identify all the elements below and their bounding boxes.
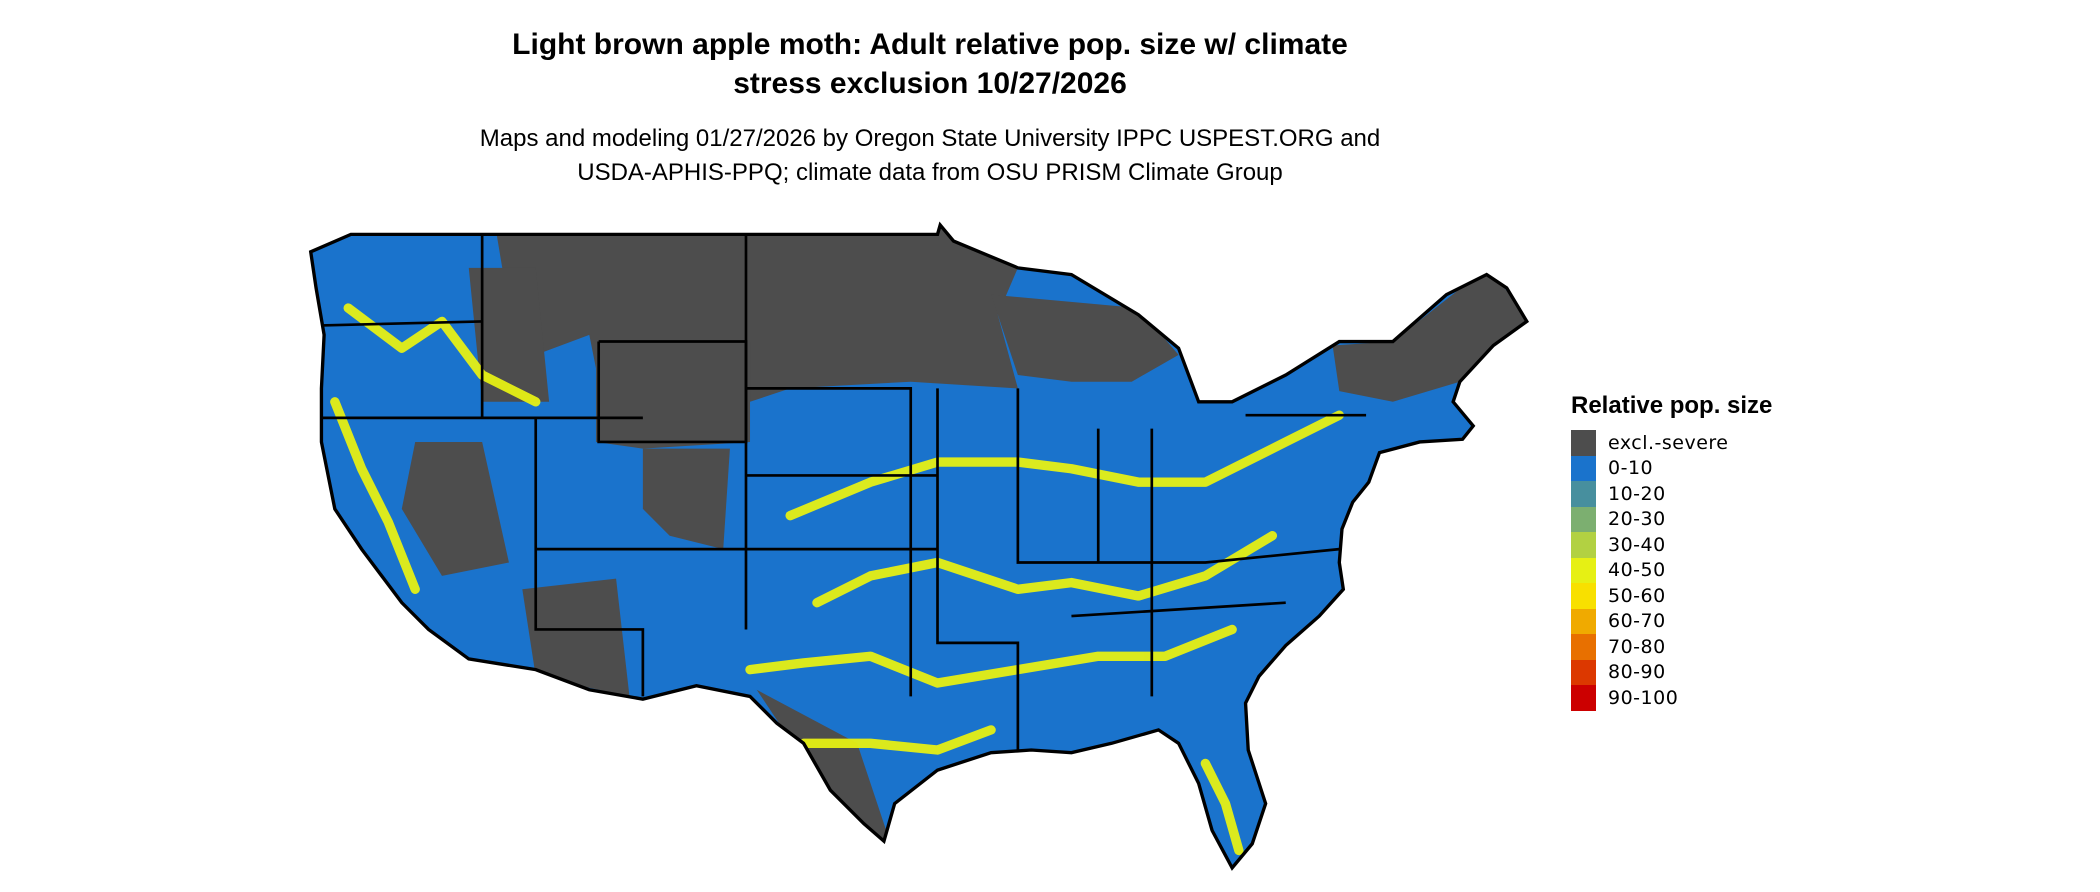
legend-swatch — [1571, 659, 1596, 685]
excluded-west-texas — [756, 689, 891, 844]
legend-swatch — [1571, 430, 1596, 456]
excluded-idaho — [468, 267, 550, 402]
legend-label: 70-80 — [1608, 635, 1666, 658]
map-title-line2: stress exclusion 10/27/2026 — [733, 67, 1127, 100]
legend-item: 40-50 — [1571, 557, 1772, 583]
legend-swatch — [1571, 455, 1596, 481]
legend-label: 20-30 — [1608, 508, 1666, 531]
legend-item: 80-90 — [1571, 659, 1772, 685]
state-border — [534, 417, 645, 697]
legend-swatch — [1571, 481, 1596, 507]
high-pop-band-florida — [1200, 758, 1244, 856]
legend-item: 0-10 — [1571, 455, 1772, 481]
legend-swatch — [1571, 532, 1596, 558]
legend-swatch — [1571, 583, 1596, 609]
legend-item: 20-30 — [1571, 506, 1772, 532]
state-border — [321, 320, 483, 327]
legend-item: 10-20 — [1571, 481, 1772, 507]
state-border — [745, 387, 913, 697]
high-pop-band-california — [330, 397, 420, 594]
legend-label: 60-70 — [1608, 610, 1666, 633]
state-border — [936, 388, 1020, 751]
map-title-line1: Light brown apple moth: Adult relative p… — [512, 28, 1348, 61]
legend-swatch — [1571, 608, 1596, 634]
legend-item: 70-80 — [1571, 634, 1772, 660]
excluded-wyoming — [595, 341, 751, 449]
legend-item: 50-60 — [1571, 583, 1772, 609]
legend-title: Relative pop. size — [1571, 392, 1773, 419]
excluded-great-lakes — [991, 294, 1179, 382]
legend-swatch — [1571, 634, 1596, 660]
map-subtitle-line2: USDA-APHIS-PPQ; climate data from OSU PR… — [577, 159, 1283, 186]
legend-label: excl.-severe — [1608, 431, 1729, 454]
excluded-arizona — [522, 578, 630, 697]
legend-item: 60-70 — [1571, 608, 1772, 634]
high-pop-band-south-central — [812, 531, 1278, 608]
legend-label: 10-20 — [1608, 482, 1666, 505]
legend-label: 0-10 — [1608, 457, 1654, 480]
high-pop-band-deep-south — [745, 624, 1237, 688]
legend-item: excl.-severe — [1571, 430, 1772, 456]
legend-item: 90-100 — [1571, 685, 1772, 711]
legend-swatch — [1571, 506, 1596, 532]
legend-label: 80-90 — [1608, 661, 1666, 684]
state-border — [1016, 388, 1340, 564]
map-subtitle-line1: Maps and modeling 01/27/2026 by Oregon S… — [479, 125, 1381, 152]
legend-item: 30-40 — [1571, 532, 1772, 558]
legend-label: 30-40 — [1608, 533, 1666, 556]
excluded-colorado — [642, 448, 730, 550]
legend: Relative pop. size excl.-severe 0-10 10-20… — [1571, 392, 1772, 711]
high-pop-band-gulf-coast — [798, 725, 996, 755]
excluded-nevada — [401, 441, 509, 576]
state-border — [1071, 601, 1286, 618]
excluded-northeast — [1332, 267, 1527, 402]
legend-label: 40-50 — [1608, 559, 1666, 582]
legend-swatch — [1571, 685, 1596, 711]
legend-label: 90-100 — [1608, 686, 1679, 709]
legend-swatch — [1571, 557, 1596, 583]
legend-label: 50-60 — [1608, 584, 1666, 607]
